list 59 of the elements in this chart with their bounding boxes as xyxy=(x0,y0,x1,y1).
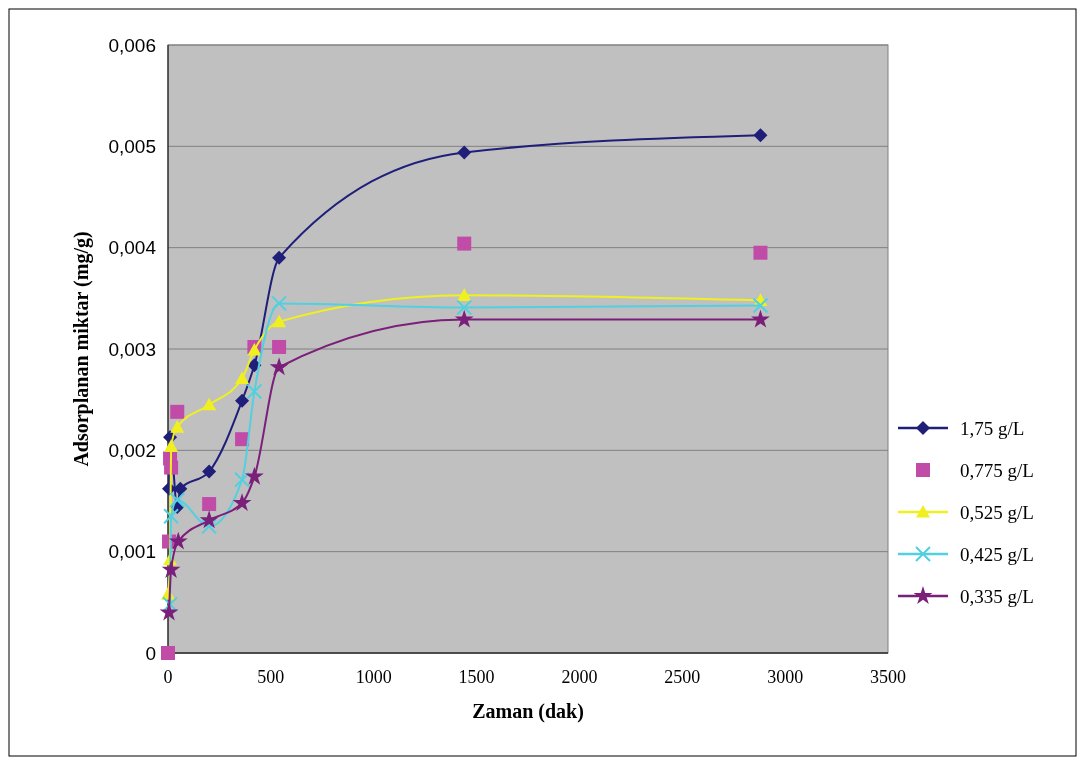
point xyxy=(753,128,768,143)
y-axis-title: Adsorplanan miktar (mg/g) xyxy=(70,231,93,467)
x-tick-label: 3500 xyxy=(870,667,906,687)
point xyxy=(234,471,251,488)
y-tick-label: 0,001 xyxy=(108,541,156,563)
point xyxy=(199,510,219,529)
point xyxy=(159,602,179,621)
x-tick-label: 2000 xyxy=(561,667,598,687)
y-tick-label: 0 xyxy=(145,642,156,664)
point xyxy=(232,493,252,512)
point xyxy=(457,288,472,301)
point xyxy=(246,383,263,400)
point xyxy=(163,508,180,525)
point xyxy=(272,250,287,265)
point xyxy=(272,339,287,354)
point xyxy=(168,531,188,550)
point xyxy=(202,464,217,479)
point xyxy=(235,393,250,408)
point xyxy=(272,314,287,328)
y-tick-label: 0,006 xyxy=(108,34,156,56)
x-tick-label: 1000 xyxy=(355,667,392,687)
y-tick-label: 0,004 xyxy=(108,237,157,259)
point xyxy=(169,491,186,508)
point xyxy=(244,466,264,485)
x-tick-label: 3000 xyxy=(767,667,804,687)
point xyxy=(170,420,185,433)
point xyxy=(161,560,181,578)
legend-label: 1,75 g/L xyxy=(960,417,1025,439)
legend-label: 0,525 g/L xyxy=(960,501,1034,523)
x-tick-label: 1500 xyxy=(458,667,495,687)
point xyxy=(271,295,288,312)
point xyxy=(753,245,768,260)
y-tick-label: 0,005 xyxy=(108,135,156,157)
point xyxy=(201,518,218,535)
point xyxy=(247,343,262,356)
x-tick-label: 0 xyxy=(163,667,173,687)
point xyxy=(202,397,217,411)
point xyxy=(170,404,185,419)
x-tick-label: 2500 xyxy=(664,667,701,687)
point xyxy=(269,357,289,376)
legend-label: 0,775 g/L xyxy=(960,459,1034,481)
y-tick-label: 0,003 xyxy=(108,338,156,360)
point xyxy=(235,371,250,384)
legend-label: 0,425 g/L xyxy=(960,543,1034,565)
x-tick-label: 500 xyxy=(257,667,285,687)
point xyxy=(164,439,179,452)
y-tick-label: 0,002 xyxy=(108,439,156,461)
point xyxy=(161,646,175,660)
point xyxy=(457,236,472,251)
legend-label: 0,335 g/L xyxy=(960,585,1034,607)
point xyxy=(454,309,474,328)
x-axis-title: Zaman (dak) xyxy=(472,700,584,723)
point xyxy=(457,145,472,160)
point xyxy=(751,309,770,328)
point xyxy=(456,299,473,316)
point xyxy=(173,481,188,496)
point xyxy=(752,297,769,314)
point xyxy=(202,497,217,512)
point xyxy=(162,596,179,613)
